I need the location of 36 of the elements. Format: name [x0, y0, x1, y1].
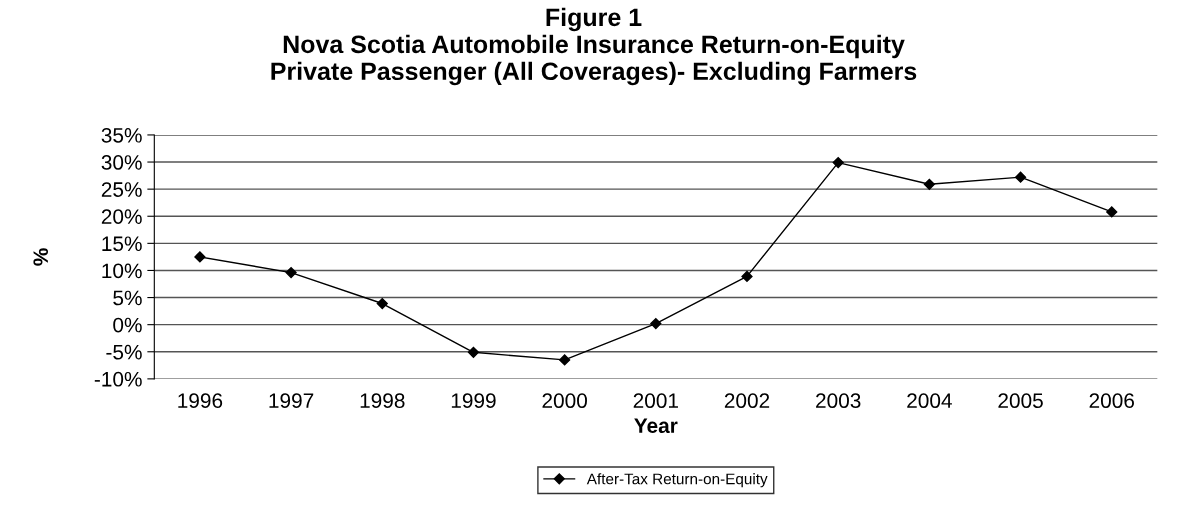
point — [194, 251, 206, 263]
x-tick-label: 1998 — [360, 393, 405, 409]
x-axis-title: Year — [634, 418, 678, 434]
y-tick-label: 35% — [101, 127, 142, 143]
y-tick-label: 20% — [101, 209, 142, 224]
x-tick-label: 2005 — [998, 393, 1043, 409]
point — [376, 297, 388, 310]
point — [285, 267, 297, 279]
y-tick-label: -10% — [94, 371, 142, 387]
point — [650, 317, 662, 330]
point — [741, 270, 753, 283]
point — [832, 156, 844, 169]
x-tick-label: 2006 — [1089, 393, 1134, 409]
x-tick-label: 2003 — [816, 393, 861, 409]
x-tick-label: 2000 — [542, 393, 587, 409]
chart-title: Figure 1 Nova Scotia Automobile Insurance Return-on-Equity Private Passenger (All Coverages)- Excluding Farmers — [271, 7, 917, 86]
point — [559, 354, 571, 366]
x-tick-label: 2001 — [633, 393, 678, 409]
y-tick-label: -5% — [106, 344, 142, 360]
x-tick-label: 1999 — [451, 393, 496, 409]
point — [923, 178, 935, 190]
point — [467, 346, 480, 358]
y-axis-title: % — [33, 248, 49, 266]
y-tick-label: 10% — [102, 263, 142, 279]
legend-label: After-Tax Return-on-Equity — [586, 473, 768, 488]
y-tick-label: 5% — [113, 290, 142, 306]
x-tick-label: 2002 — [724, 393, 770, 409]
x-tick-label: 2004 — [907, 393, 952, 409]
point — [1106, 206, 1118, 218]
y-tick-label: 15% — [102, 236, 142, 252]
y-tick-label: 30% — [101, 155, 142, 170]
x-tick-label: 1997 — [269, 393, 314, 409]
y-tick-label: 25% — [101, 182, 142, 197]
x-tick-label: 1996 — [178, 393, 223, 409]
point — [1014, 171, 1027, 183]
y-tick-label: 0% — [113, 317, 142, 333]
